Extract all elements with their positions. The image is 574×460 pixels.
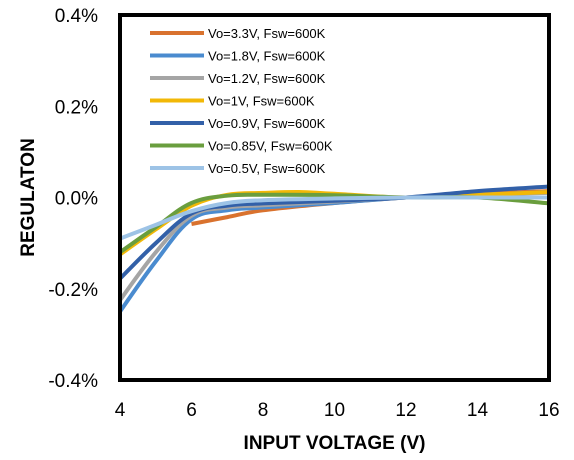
y-tick-label: 0.2%: [55, 97, 98, 118]
legend-label: Vo=1V, Fsw=600K: [208, 94, 315, 109]
y-tick-label: 0.4%: [55, 6, 98, 27]
legend: Vo=3.3V, Fsw=600K Vo=1.8V, Fsw=600K Vo=1.2…: [150, 26, 333, 176]
legend-label: Vo=0.9V, Fsw=600K: [208, 116, 326, 131]
x-tick-labels: 4 6 8 10 12 14 16: [115, 400, 560, 421]
y-tick-label: 0.0%: [55, 189, 98, 210]
x-axis-title: INPUT VOLTAGE (V): [244, 433, 426, 454]
x-tick-label: 6: [186, 400, 197, 421]
legend-label: Vo=1.2V, Fsw=600K: [208, 71, 326, 86]
legend-label: Vo=0.5V, Fsw=600K: [208, 161, 326, 176]
x-tick-label: 14: [467, 400, 489, 421]
x-tick-label: 16: [538, 400, 559, 421]
series-line: [118, 184, 550, 281]
y-tick-label: -0.2%: [48, 280, 98, 301]
series-lines: [118, 184, 550, 313]
y-tick-labels: -0.4% -0.2% 0.0% 0.2% 0.4%: [48, 6, 98, 392]
x-tick-label: 10: [324, 400, 345, 421]
series-line: [119, 195, 549, 241]
plot-area-frame: [118, 13, 551, 382]
legend-label: Vo=3.3V, Fsw=600K: [208, 26, 326, 41]
x-tick-label: 4: [115, 400, 126, 421]
legend-label: Vo=0.85V, Fsw=600K: [208, 139, 333, 154]
legend-label: Vo=1.8V, Fsw=600K: [208, 49, 326, 64]
x-tick-label: 8: [258, 400, 269, 421]
y-axis-title: REGULATON: [18, 138, 39, 257]
y-tick-label: -0.4%: [48, 371, 98, 392]
x-tick-label: 12: [395, 400, 416, 421]
